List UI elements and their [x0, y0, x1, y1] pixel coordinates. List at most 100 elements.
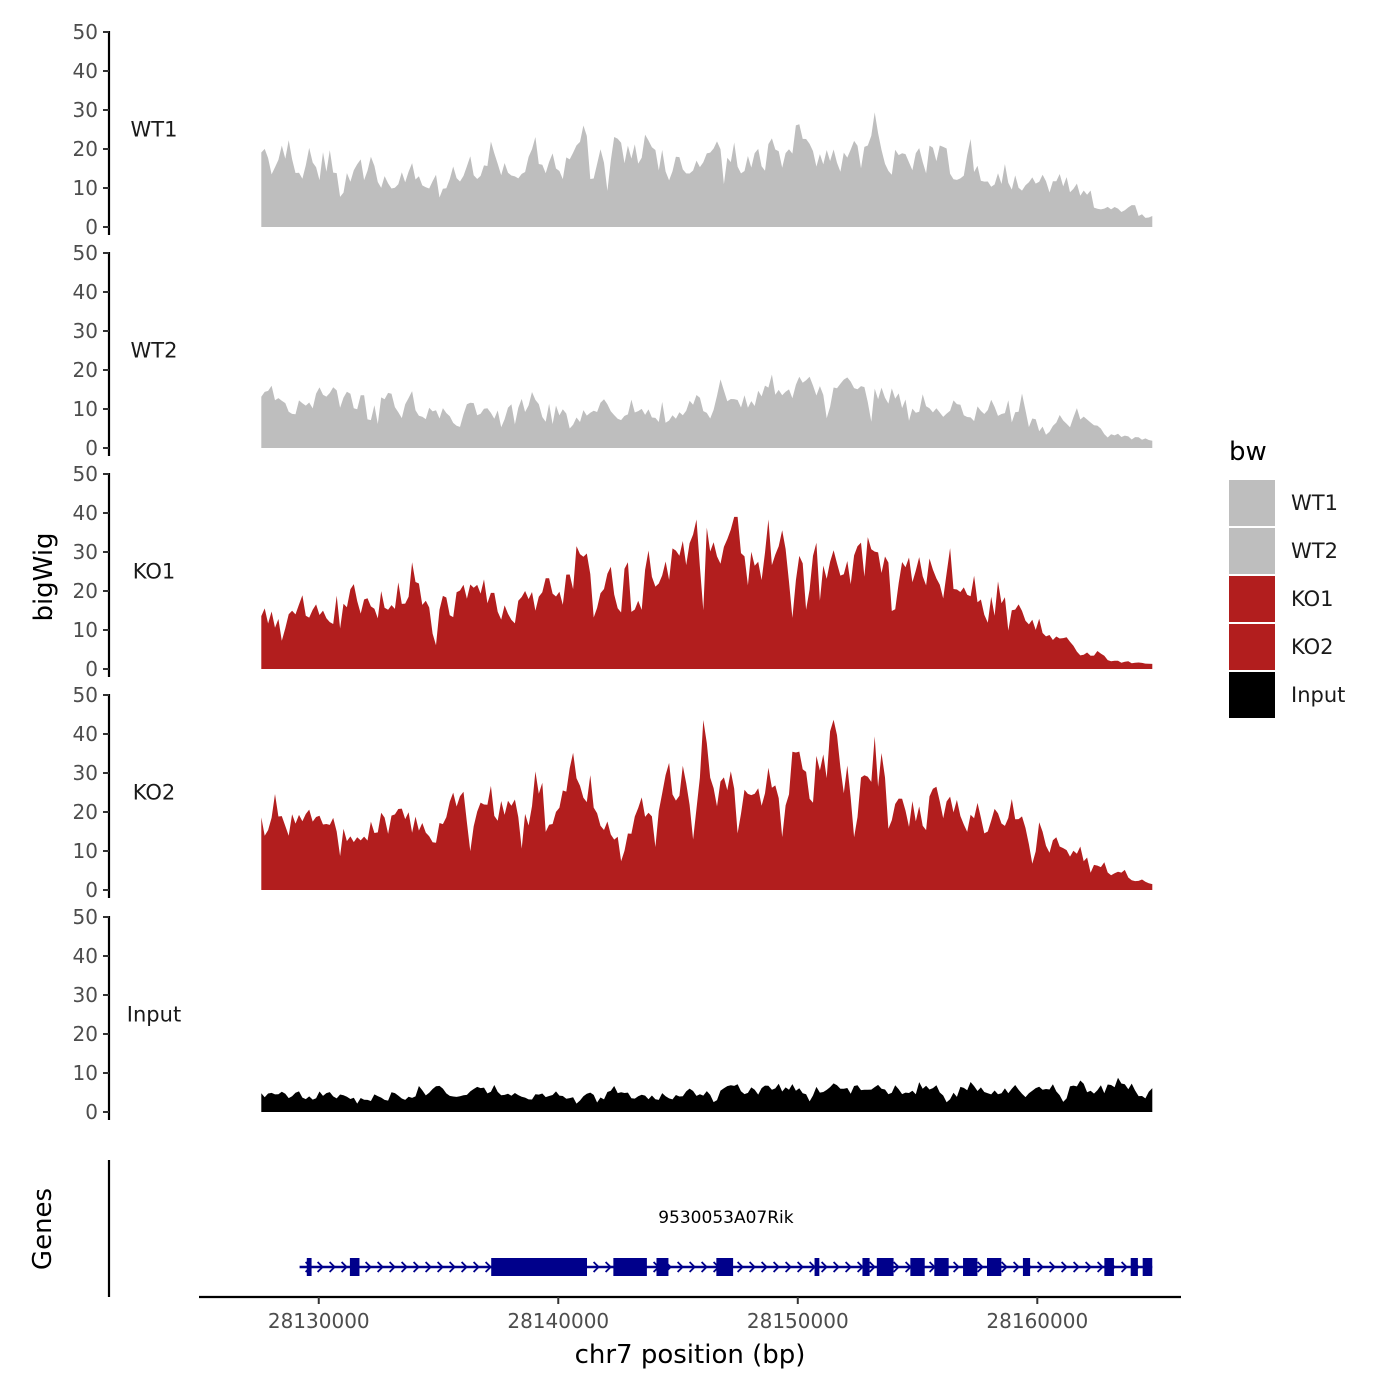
strand-arrow — [1096, 1261, 1104, 1273]
gene-exon — [876, 1258, 894, 1276]
legend-label: KO2 — [1291, 635, 1334, 659]
strand-arrow — [460, 1261, 468, 1273]
strand-arrow — [892, 1261, 900, 1273]
strand-arrow — [796, 1261, 804, 1273]
strand-arrow — [604, 1261, 612, 1273]
gene-name-label: 9530053A07Rik — [658, 1208, 794, 1228]
coverage-area-wt1 — [261, 112, 1153, 227]
gene-exon — [716, 1258, 734, 1276]
track-ko2: 0 10 20 30 40 50 KO2 — [73, 683, 1153, 902]
track-input: 0 10 20 30 40 50 Input — [73, 905, 1153, 1124]
y-tick-label: 40 — [73, 722, 98, 746]
y-tick-label: 30 — [73, 761, 98, 785]
legend-swatch — [1229, 480, 1275, 526]
strand-arrow — [472, 1261, 480, 1273]
y-tick-label: 30 — [73, 540, 98, 564]
strand-arrow — [700, 1261, 708, 1273]
strand-arrow — [688, 1261, 696, 1273]
track-label-wt2: WT2 — [131, 339, 178, 363]
coverage-area-wt2 — [261, 374, 1153, 448]
track-label-input: Input — [127, 1003, 181, 1027]
strand-arrow — [1060, 1261, 1068, 1273]
y-tick-label: 50 — [73, 462, 98, 486]
strand-arrow — [316, 1261, 324, 1273]
y-tick-label: 10 — [73, 176, 98, 200]
strand-arrow — [820, 1261, 828, 1273]
gene-panel: Genes 9530053A07Rik — [28, 1160, 1153, 1297]
legend-item-wt1: WT1 — [1229, 480, 1338, 526]
y-tick-label: 10 — [73, 618, 98, 642]
gene-exon — [349, 1258, 360, 1276]
strand-arrow — [376, 1261, 384, 1273]
y-tick-label: 0 — [85, 436, 98, 460]
y-tick-label: 20 — [73, 137, 98, 161]
y-tick-label: 30 — [73, 319, 98, 343]
strand-arrow — [364, 1261, 372, 1273]
strand-arrow — [784, 1261, 792, 1273]
y-tick-label: 40 — [73, 501, 98, 525]
y-axis-title: bigWig — [29, 532, 59, 621]
gene-exon — [306, 1258, 312, 1276]
y-tick-label: 40 — [73, 59, 98, 83]
strand-arrow — [748, 1261, 756, 1273]
strand-arrow — [1072, 1261, 1080, 1273]
strand-arrow — [952, 1261, 960, 1273]
gene-exon — [963, 1258, 978, 1276]
strand-arrow — [436, 1261, 444, 1273]
x-axis: 28130000 28140000 28150000 28160000 — [199, 1295, 1181, 1333]
strand-arrow — [592, 1261, 600, 1273]
track-label-ko1: KO1 — [133, 560, 176, 584]
y-tick-label: 30 — [73, 983, 98, 1007]
strand-arrow — [844, 1261, 852, 1273]
track-wt1: 0 10 20 30 40 50 WT1 — [73, 20, 1153, 239]
gene-9530053a07rik: 9530053A07Rik — [299, 1208, 1153, 1276]
y-tick-label: 50 — [73, 683, 98, 707]
coverage-area-ko2 — [261, 719, 1153, 890]
gene-exon — [613, 1258, 647, 1276]
strand-arrow — [448, 1261, 456, 1273]
strand-arrow — [772, 1261, 780, 1273]
strand-arrow — [328, 1261, 336, 1273]
x-tick-label: 28150000 — [747, 1309, 849, 1333]
x-tick-label: 28160000 — [986, 1309, 1088, 1333]
strand-arrow — [1120, 1261, 1128, 1273]
gene-exon — [1130, 1258, 1138, 1276]
y-tick-label: 20 — [73, 579, 98, 603]
strand-arrow — [1036, 1261, 1044, 1273]
y-tick-label: 0 — [85, 657, 98, 681]
gene-exon — [934, 1258, 949, 1276]
coverage-tracks: 0 10 20 30 40 50 WT1 0 10 20 30 40 50 WT2 0 10 20 30 40 50 K… — [73, 20, 1153, 1124]
legend-item-ko2: KO2 — [1229, 624, 1334, 670]
strand-arrow — [868, 1261, 876, 1273]
legend-swatch — [1229, 528, 1275, 574]
strand-arrow — [976, 1261, 984, 1273]
y-tick-label: 50 — [73, 241, 98, 265]
gene-exon — [862, 1258, 870, 1276]
legend: bw WT1 WT2 KO1 KO2 Input — [1229, 437, 1345, 718]
strand-arrow — [424, 1261, 432, 1273]
strand-arrow — [832, 1261, 840, 1273]
strand-arrow — [412, 1261, 420, 1273]
strand-arrow — [676, 1261, 684, 1273]
strand-arrow — [388, 1261, 396, 1273]
coverage-area-input — [261, 1077, 1153, 1112]
y-tick-label: 10 — [73, 1061, 98, 1085]
strand-arrow — [400, 1261, 408, 1273]
legend-swatch — [1229, 624, 1275, 670]
gene-exon — [1142, 1258, 1153, 1276]
legend-label: WT2 — [1291, 539, 1338, 563]
y-tick-label: 20 — [73, 358, 98, 382]
legend-label: WT1 — [1291, 491, 1338, 515]
track-label-ko2: KO2 — [133, 781, 176, 805]
legend-title: bw — [1229, 437, 1267, 467]
legend-item-input: Input — [1229, 672, 1345, 718]
gene-exon — [1104, 1258, 1114, 1276]
strand-arrow — [1084, 1261, 1092, 1273]
legend-swatch — [1229, 576, 1275, 622]
strand-arrow — [1048, 1261, 1056, 1273]
track-ko1: 0 10 20 30 40 50 KO1 — [73, 462, 1153, 681]
x-axis-title: chr7 position (bp) — [575, 1340, 806, 1370]
x-tick-label: 28130000 — [268, 1309, 370, 1333]
y-tick-label: 0 — [85, 215, 98, 239]
